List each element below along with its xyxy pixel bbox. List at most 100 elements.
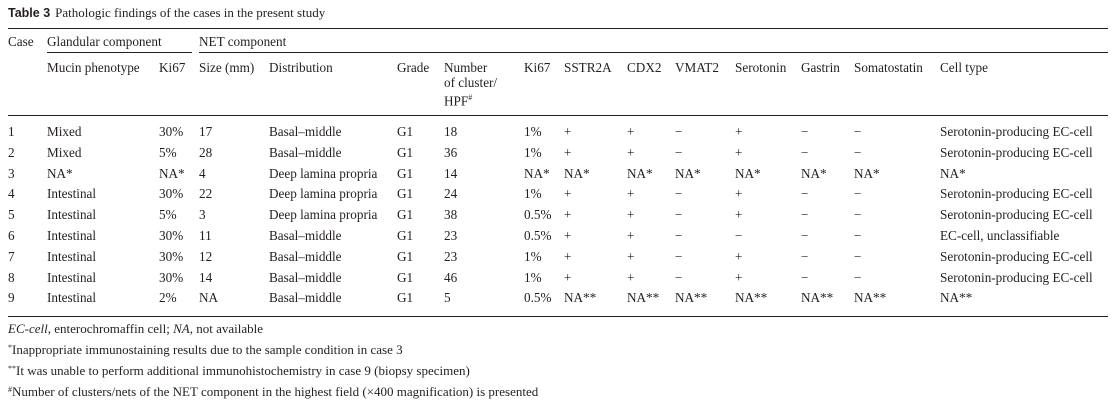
cell-vmat2: − xyxy=(675,124,683,139)
cell-distribution: Basal–middle xyxy=(269,144,342,160)
cell-serotonin: + xyxy=(735,248,743,264)
cell-sstr2a: + xyxy=(564,144,572,160)
cell-sstr2a: + xyxy=(564,207,572,223)
cell-grade: G1 xyxy=(397,144,414,160)
header-cluster-line3: HPF# xyxy=(444,93,473,109)
cell-cluster-count: 46 xyxy=(444,269,458,285)
header-size: Size (mm) xyxy=(199,60,255,75)
cell-net-ki67: 1% xyxy=(524,144,542,160)
cell-grade: G1 xyxy=(397,228,414,243)
cell-mucin-phenotype: Intestinal xyxy=(47,186,97,202)
cell-cell-type: Serotonin-producing EC-cell xyxy=(940,144,1093,160)
cell-cdx2: + xyxy=(627,186,635,202)
cell-distribution: Basal–middle xyxy=(269,124,342,139)
header-somatostatin: Somatostatin xyxy=(854,60,923,75)
cell-mucin-phenotype: Intestinal xyxy=(47,207,97,223)
cell-net-ki67: 0.5% xyxy=(524,207,552,223)
footnote-abbreviations: EC-cell, enterochromaffin cell; NA, not … xyxy=(8,321,263,336)
cell-serotonin: + xyxy=(735,144,743,160)
cell-glandular-ki67: 30% xyxy=(159,186,184,202)
cell-cell-type: Serotonin-producing EC-cell xyxy=(940,207,1093,223)
cell-cluster-count: 23 xyxy=(444,228,458,243)
cell-size: NA xyxy=(199,290,219,306)
header-serotonin: Serotonin xyxy=(735,60,787,75)
cell-case: 6 xyxy=(8,228,15,243)
cell-net-ki67: NA* xyxy=(524,165,550,181)
table-bottom-rule xyxy=(8,316,1108,317)
cell-gastrin: − xyxy=(801,248,809,264)
cell-mucin-phenotype: Intestinal xyxy=(47,290,97,306)
cell-vmat2: − xyxy=(675,186,683,202)
footnote-asterisk: *Inappropriate immunostaining results du… xyxy=(8,342,403,357)
cell-distribution: Basal–middle xyxy=(269,269,342,285)
cell-somatostatin: − xyxy=(854,269,862,285)
footnote-double-asterisk: **It was unable to perform additional im… xyxy=(8,363,470,378)
table-label: Table 3 xyxy=(8,6,51,20)
cell-mucin-phenotype: Intestinal xyxy=(47,228,97,243)
cell-size: 3 xyxy=(199,207,206,223)
cell-distribution: Deep lamina propria xyxy=(269,207,378,223)
cell-serotonin: NA* xyxy=(735,165,761,181)
cell-mucin-phenotype: Mixed xyxy=(47,124,82,139)
cell-glandular-ki67: 5% xyxy=(159,207,177,223)
cell-gastrin: − xyxy=(801,207,809,223)
cell-grade: G1 xyxy=(397,124,414,139)
cell-cell-type: Serotonin-producing EC-cell xyxy=(940,124,1093,139)
cell-cluster-count: 38 xyxy=(444,207,458,223)
cell-mucin-phenotype: Mixed xyxy=(47,144,82,160)
cell-mucin-phenotype: Intestinal xyxy=(47,269,97,285)
cell-glandular-ki67: 30% xyxy=(159,269,184,285)
cell-cell-type: Serotonin-producing EC-cell xyxy=(940,186,1093,202)
cell-cell-type: Serotonin-producing EC-cell xyxy=(940,269,1093,285)
cell-glandular-ki67: 30% xyxy=(159,124,184,139)
cell-vmat2: − xyxy=(675,248,683,264)
cell-cluster-count: 24 xyxy=(444,186,458,202)
cell-somatostatin: − xyxy=(854,124,862,139)
table-caption: Table 3 Pathologic findings of the cases … xyxy=(8,5,325,21)
header-distribution: Distribution xyxy=(269,60,333,75)
cell-somatostatin: NA** xyxy=(854,290,887,306)
cell-glandular-ki67: 5% xyxy=(159,144,177,160)
group-net-component: NET component xyxy=(199,34,287,49)
table-title: Pathologic findings of the cases in the … xyxy=(55,5,326,20)
cell-case: 7 xyxy=(8,248,15,264)
glandular-group-rule xyxy=(47,52,192,53)
cell-gastrin: − xyxy=(801,186,809,202)
cell-cdx2: NA** xyxy=(627,290,660,306)
cell-serotonin: − xyxy=(735,228,743,243)
cell-glandular-ki67: 30% xyxy=(159,248,184,264)
cell-cdx2: + xyxy=(627,228,635,243)
cell-net-ki67: 1% xyxy=(524,248,542,264)
cell-cdx2: + xyxy=(627,207,635,223)
header-bottom-rule xyxy=(8,115,1108,116)
cell-case: 3 xyxy=(8,165,15,181)
header-gastrin: Gastrin xyxy=(801,60,840,75)
cell-sstr2a: + xyxy=(564,124,572,139)
cell-somatostatin: − xyxy=(854,144,862,160)
cell-cdx2: + xyxy=(627,144,635,160)
cell-mucin-phenotype: NA* xyxy=(47,165,73,181)
cell-size: 22 xyxy=(199,186,213,202)
cell-serotonin: + xyxy=(735,207,743,223)
cell-cdx2: NA* xyxy=(627,165,653,181)
header-mucin-phenotype: Mucin phenotype xyxy=(47,60,140,75)
cell-cell-type: Serotonin-producing EC-cell xyxy=(940,248,1093,264)
cell-net-ki67: 0.5% xyxy=(524,228,552,243)
cell-grade: G1 xyxy=(397,186,414,202)
cell-vmat2: − xyxy=(675,228,683,243)
cell-size: 12 xyxy=(199,248,213,264)
cell-cluster-count: 14 xyxy=(444,165,458,181)
cell-sstr2a: + xyxy=(564,228,572,243)
cell-distribution: Basal–middle xyxy=(269,290,342,306)
cell-grade: G1 xyxy=(397,269,414,285)
header-vmat2: VMAT2 xyxy=(675,60,719,75)
cell-vmat2: − xyxy=(675,144,683,160)
header-cluster-line1: Number xyxy=(444,60,488,75)
cell-distribution: Deep lamina propria xyxy=(269,165,378,181)
cell-size: 4 xyxy=(199,165,206,181)
header-cell-type: Cell type xyxy=(940,60,988,75)
cell-grade: G1 xyxy=(397,290,414,306)
cell-sstr2a: + xyxy=(564,186,572,202)
cell-sstr2a: + xyxy=(564,269,572,285)
cell-net-ki67: 1% xyxy=(524,124,542,139)
